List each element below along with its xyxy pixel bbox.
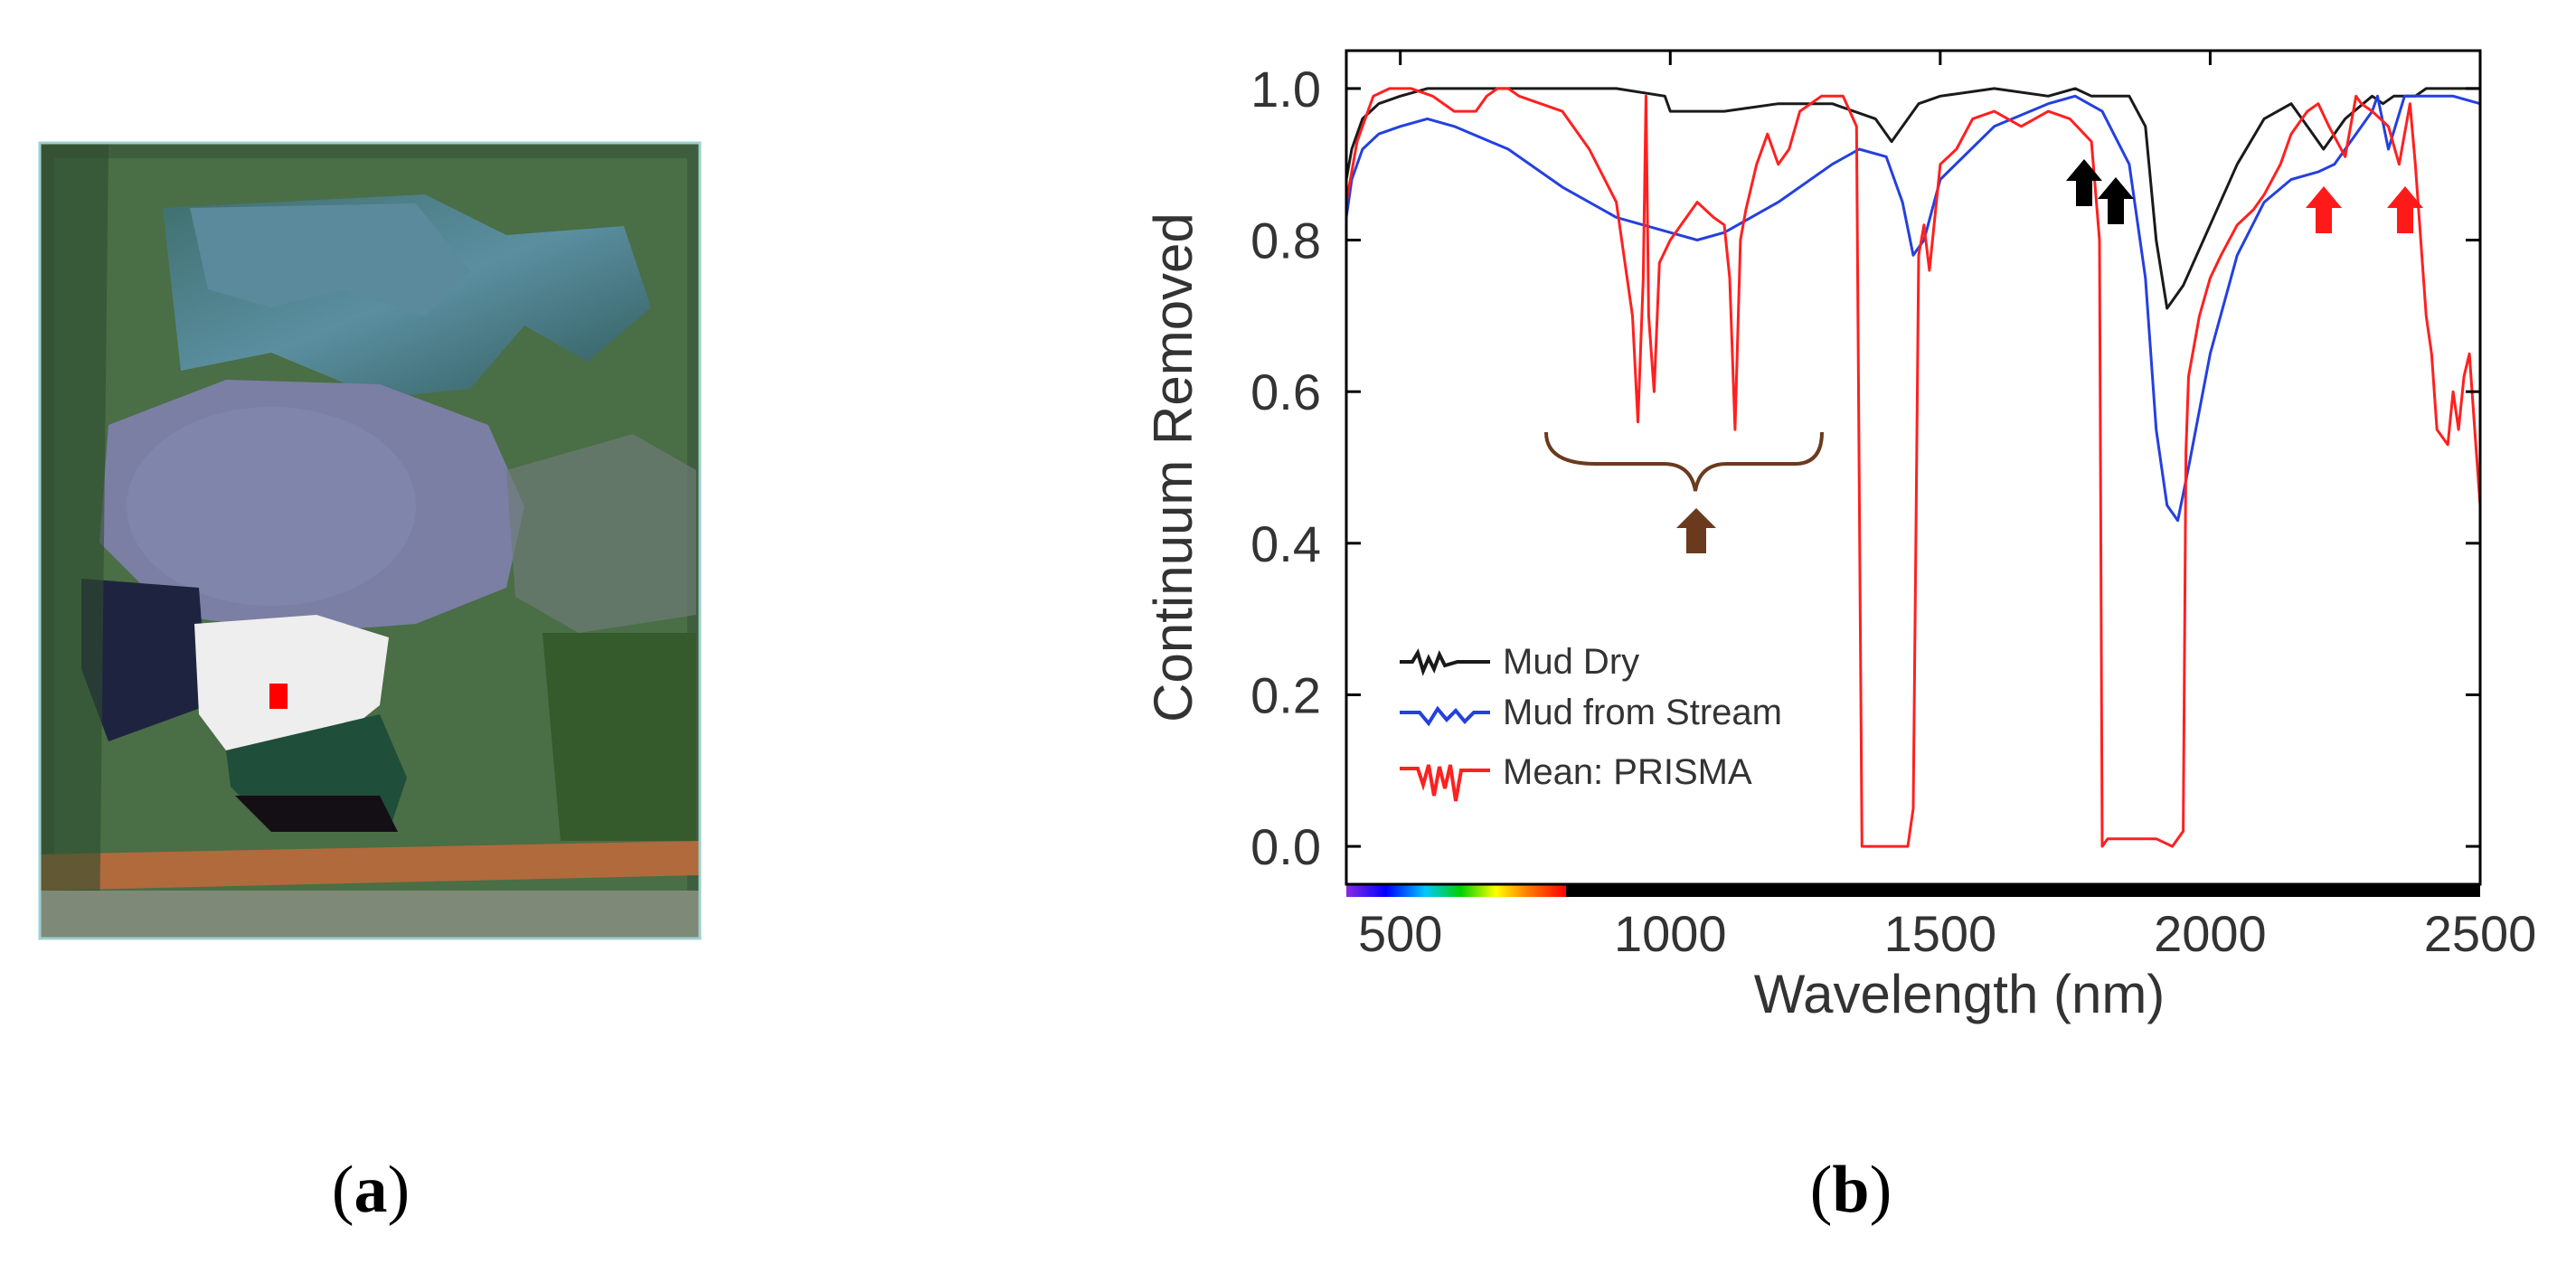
y-tick-label: 0.6 [1250,363,1321,420]
x-tick-label: 1500 [1884,905,1997,962]
x-tick-label: 2000 [2154,905,2267,962]
x-tick-label: 1000 [1614,905,1727,962]
panel-label-b: (b) [1810,1153,1892,1227]
legend-item: Mean: PRISMA [1400,752,1752,802]
red-arrow-icon [2306,186,2342,233]
y-tick-label: 0.2 [1250,666,1321,723]
black-arrow-icon [2066,159,2102,206]
infrared-bar [1566,884,2480,897]
spectrum-chart: 0.0 0.2 0.4 0.6 0.8 1.0 500 1000 1500 2000 2500 C… [1143,49,2537,1024]
series-line-mean-prisma [1346,87,2480,848]
legend-item: Mud Dry [1400,642,1639,682]
y-axis-label: Continuum Removed [1143,212,1203,722]
svg-text:Mud from Stream: Mud from Stream [1503,693,1782,732]
y-tick-label: 0.8 [1250,212,1321,269]
satellite-image [38,141,702,940]
panel-label-a: (a) [332,1153,410,1227]
svg-text:Mud Dry: Mud Dry [1503,642,1639,682]
legend: Mud Dry Mud from Stream Mean: PRISMA [1400,642,1782,802]
series-line-mud-dry [1346,87,2480,310]
brace-annotation [1544,431,1824,492]
x-tick-label: 2500 [2424,905,2537,962]
y-tick-label: 0.0 [1250,818,1321,875]
spectrum-color-bar [1346,884,1566,897]
black-arrow-icon [2098,177,2134,224]
brown-arrow-icon [1676,508,1716,553]
sample-marker [269,684,288,709]
plot-frame [1345,49,2482,886]
x-axis-label: Wavelength (nm) [1754,964,2166,1024]
y-tick-label: 1.0 [1250,61,1321,118]
y-tick-label: 0.4 [1250,515,1321,572]
x-tick-label: 500 [1358,905,1442,962]
red-arrow-icon [2387,186,2423,233]
svg-text:Mean: PRISMA: Mean: PRISMA [1503,752,1752,792]
legend-item: Mud from Stream [1400,693,1782,732]
